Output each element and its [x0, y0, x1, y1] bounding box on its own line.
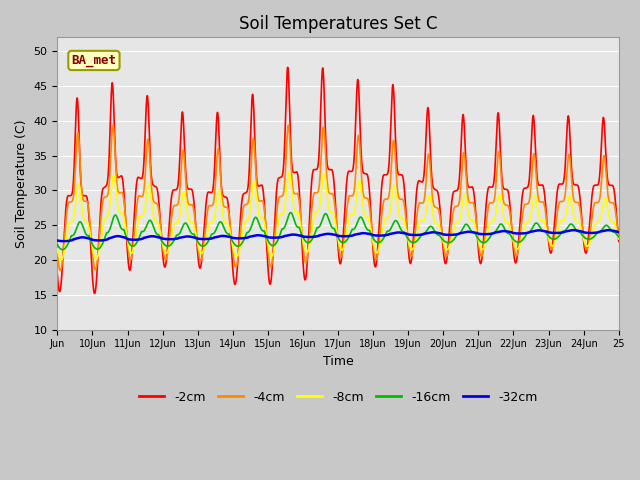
- X-axis label: Time: Time: [323, 355, 353, 368]
- Text: BA_met: BA_met: [72, 54, 116, 67]
- Title: Soil Temperatures Set C: Soil Temperatures Set C: [239, 15, 437, 33]
- Legend: -2cm, -4cm, -8cm, -16cm, -32cm: -2cm, -4cm, -8cm, -16cm, -32cm: [134, 385, 542, 408]
- Y-axis label: Soil Temperature (C): Soil Temperature (C): [15, 119, 28, 248]
